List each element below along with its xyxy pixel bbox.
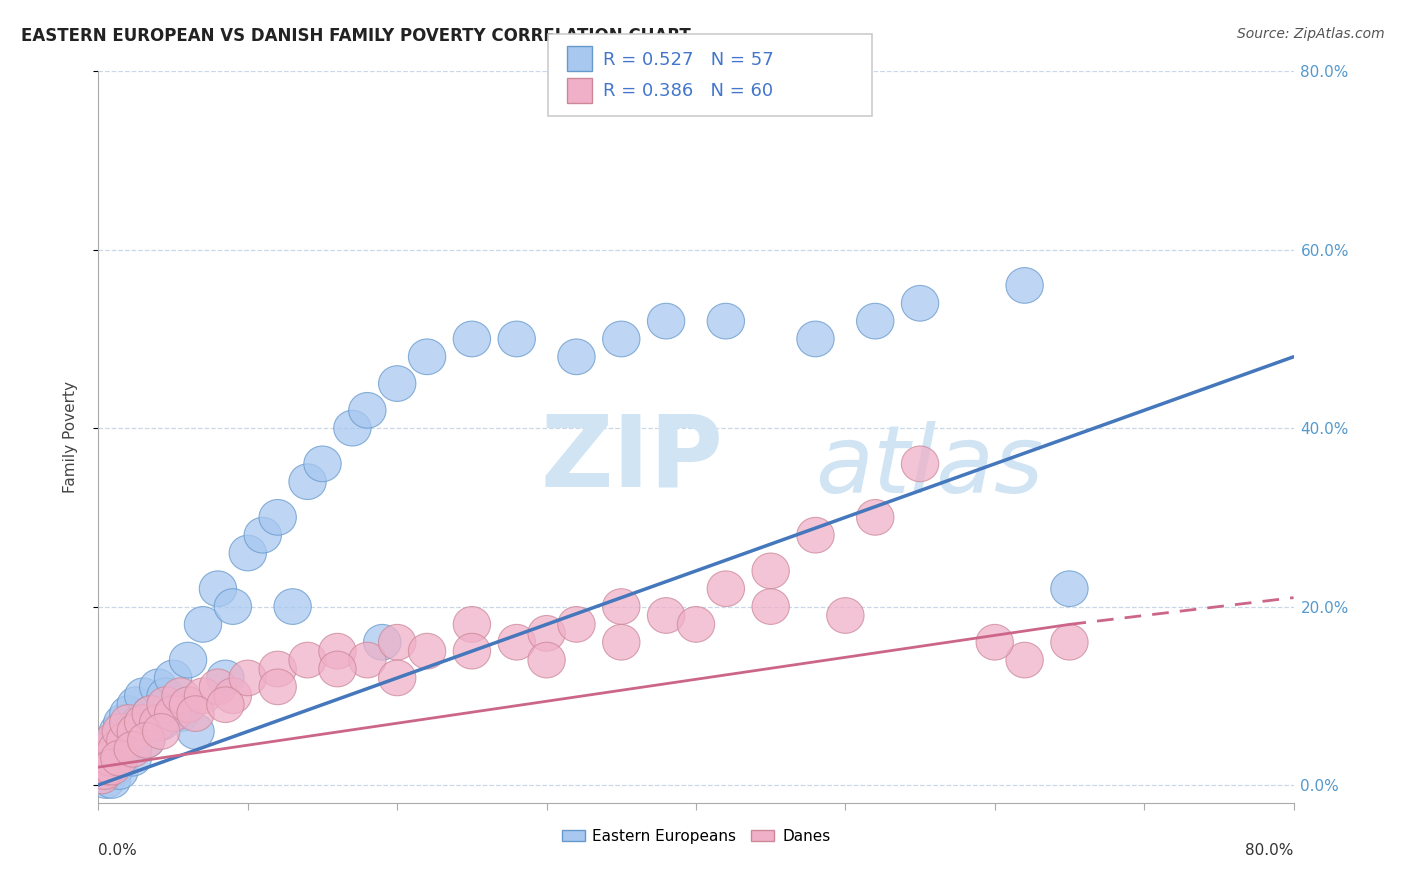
Text: atlas: atlas [815,421,1043,512]
Text: R = 0.527   N = 57: R = 0.527 N = 57 [603,52,773,70]
Legend: Eastern Europeans, Danes: Eastern Europeans, Danes [555,822,837,850]
Y-axis label: Family Poverty: Family Poverty [63,381,77,493]
Text: R = 0.386   N = 60: R = 0.386 N = 60 [603,82,773,100]
Text: 0.0%: 0.0% [98,843,138,858]
Text: 80.0%: 80.0% [1246,843,1294,858]
Text: Source: ZipAtlas.com: Source: ZipAtlas.com [1237,27,1385,41]
Text: ZIP: ZIP [541,410,724,508]
Text: EASTERN EUROPEAN VS DANISH FAMILY POVERTY CORRELATION CHART: EASTERN EUROPEAN VS DANISH FAMILY POVERT… [21,27,690,45]
